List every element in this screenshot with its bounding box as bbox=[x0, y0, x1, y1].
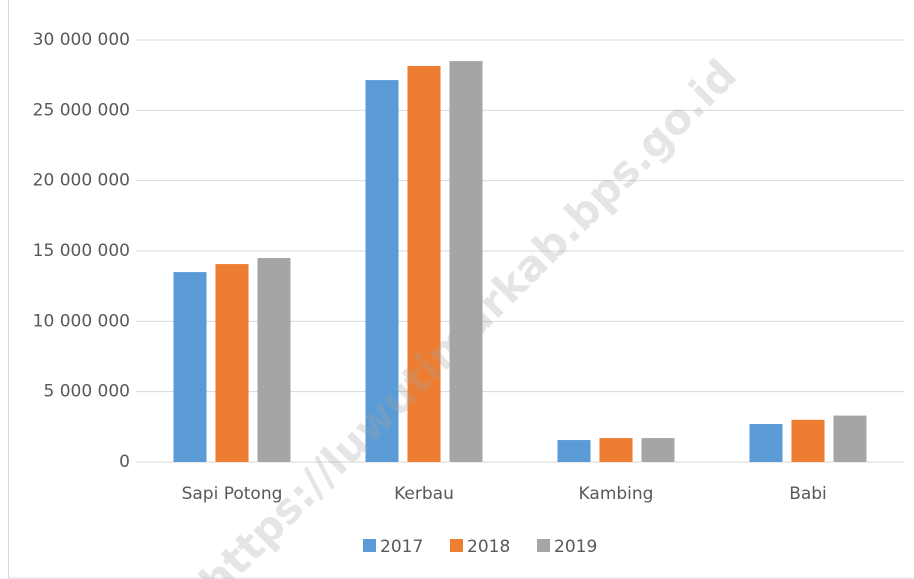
y-tick-label: 15 000 000 bbox=[33, 241, 130, 261]
x-tick-label: Kerbau bbox=[394, 484, 454, 504]
bar bbox=[257, 258, 291, 462]
bar bbox=[749, 424, 783, 462]
bar bbox=[791, 419, 825, 462]
x-tick-label: Kambing bbox=[579, 484, 654, 504]
bar bbox=[557, 440, 591, 462]
x-tick-label: Sapi Potong bbox=[182, 484, 283, 504]
bar bbox=[215, 264, 249, 462]
bar bbox=[599, 438, 633, 462]
legend-label: 2018 bbox=[467, 537, 510, 557]
x-tick-label: Babi bbox=[789, 484, 827, 504]
bar bbox=[833, 415, 867, 462]
chart-border bbox=[8, 0, 914, 579]
legend-label: 2019 bbox=[554, 537, 597, 557]
legend-swatch bbox=[363, 539, 376, 552]
legend-swatch bbox=[537, 539, 550, 552]
y-tick-label: 25 000 000 bbox=[33, 100, 130, 120]
bar bbox=[449, 61, 483, 462]
y-tick-label: 20 000 000 bbox=[33, 171, 130, 191]
bar bbox=[173, 272, 207, 462]
bar bbox=[641, 438, 675, 462]
legend-swatch bbox=[450, 539, 463, 552]
bar bbox=[365, 80, 399, 462]
bar bbox=[407, 66, 441, 463]
legend-label: 2017 bbox=[380, 537, 423, 557]
y-tick-label: 30 000 000 bbox=[33, 30, 130, 50]
y-tick-label: 10 000 000 bbox=[33, 311, 130, 331]
y-tick-label: 5 000 000 bbox=[43, 382, 130, 402]
y-tick-label: 0 bbox=[119, 452, 130, 472]
